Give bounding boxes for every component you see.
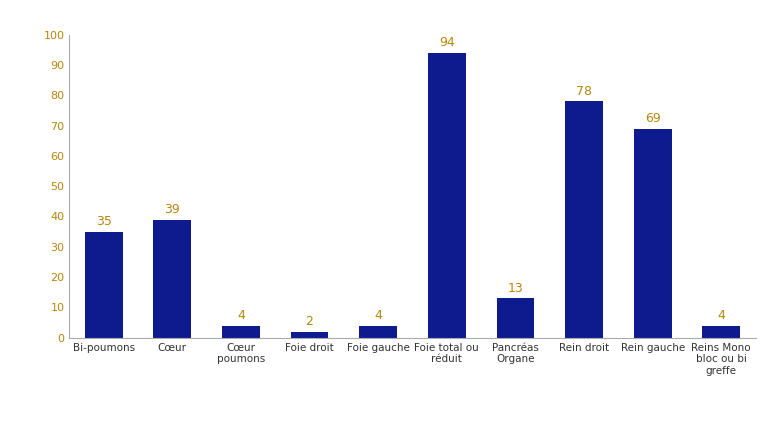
Text: 94: 94 — [439, 36, 455, 49]
Text: 35: 35 — [96, 215, 112, 228]
Bar — [702, 326, 740, 338]
Bar — [497, 298, 534, 338]
Text: 4: 4 — [237, 309, 245, 322]
Text: 4: 4 — [717, 309, 726, 322]
Text: 13: 13 — [507, 282, 524, 295]
Bar — [291, 332, 328, 338]
Bar — [222, 326, 260, 338]
Text: 69: 69 — [645, 112, 661, 125]
Bar — [634, 129, 672, 338]
Text: 4: 4 — [374, 309, 382, 322]
Text: 39: 39 — [164, 203, 180, 216]
Bar — [153, 220, 191, 338]
Bar — [359, 326, 397, 338]
Text: 2: 2 — [305, 315, 314, 328]
Text: 78: 78 — [576, 85, 592, 98]
Bar — [85, 232, 123, 338]
Bar — [428, 53, 466, 338]
Bar — [565, 101, 603, 338]
